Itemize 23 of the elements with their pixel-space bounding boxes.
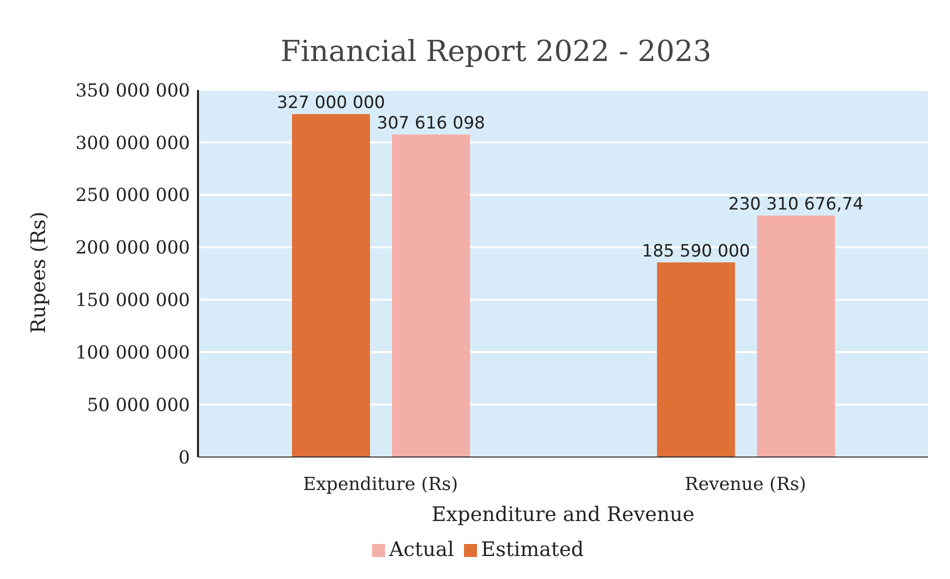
bar: [657, 262, 735, 457]
y-tick-label: 50 000 000: [86, 394, 190, 416]
y-tick-label: 100 000 000: [75, 342, 190, 364]
y-tick-label: 250 000 000: [75, 185, 190, 206]
y-tick-label: 150 000 000: [75, 290, 190, 312]
bar: [292, 114, 370, 457]
bar: [757, 216, 835, 457]
data-label: 185 590 000: [642, 241, 750, 262]
legend-label: Estimated: [481, 537, 584, 561]
chart-title: Financial Report 2022 - 2023: [280, 34, 712, 68]
data-label: 230 310 676,74: [728, 194, 864, 215]
legend-label: Actual: [389, 537, 454, 561]
y-tick-label: 0: [178, 447, 190, 468]
x-axis-title: Expenditure and Revenue: [432, 502, 694, 526]
data-label: 307 616 098: [376, 113, 486, 134]
y-axis-title: Rupees (Rs): [26, 212, 50, 334]
y-tick-label: 300 000 000: [75, 132, 190, 154]
y-tick-label: 200 000 000: [75, 238, 190, 259]
bar: [392, 134, 470, 457]
data-label: 327 000 000: [276, 93, 386, 114]
x-tick-label: Expenditure (Rs): [303, 474, 458, 495]
x-tick-label: Revenue (Rs): [684, 474, 806, 495]
y-tick-label: 350 000 000: [75, 80, 190, 102]
